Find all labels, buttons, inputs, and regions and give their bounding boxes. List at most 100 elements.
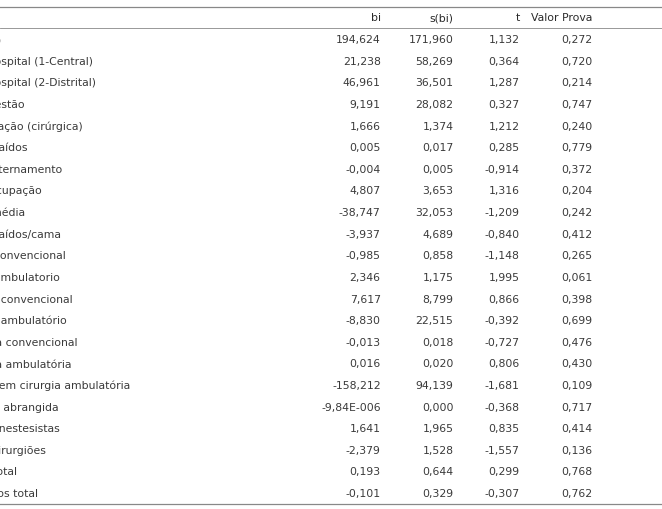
- Text: bi: bi: [371, 13, 381, 23]
- Text: 0,762: 0,762: [561, 488, 592, 498]
- Text: Consultas convencional: Consultas convencional: [0, 294, 72, 304]
- Text: 0,242: 0,242: [561, 208, 592, 218]
- Text: 194,624: 194,624: [336, 35, 381, 45]
- Text: Consultas ambulatório: Consultas ambulatório: [0, 316, 66, 325]
- Text: 1,287: 1,287: [489, 78, 520, 88]
- Text: 46,961: 46,961: [343, 78, 381, 88]
- Text: 1,316: 1,316: [489, 186, 520, 196]
- Text: -1,557: -1,557: [485, 445, 520, 455]
- Text: 4,807: 4,807: [350, 186, 381, 196]
- Text: 0,414: 0,414: [561, 423, 592, 433]
- Text: 0,020: 0,020: [422, 359, 453, 369]
- Text: 0,858: 0,858: [422, 251, 453, 261]
- Text: (Constant): (Constant): [0, 35, 1, 45]
- Text: -0,004: -0,004: [346, 164, 381, 175]
- Text: 0,835: 0,835: [489, 423, 520, 433]
- Text: 28,082: 28,082: [416, 100, 453, 110]
- Text: 1,212: 1,212: [489, 121, 520, 131]
- Text: 1,528: 1,528: [422, 445, 453, 455]
- Text: 22,515: 22,515: [416, 316, 453, 325]
- Text: 0,364: 0,364: [489, 56, 520, 67]
- Text: 36,501: 36,501: [416, 78, 453, 88]
- Text: 0,193: 0,193: [350, 467, 381, 476]
- Text: Médicos total: Médicos total: [0, 467, 17, 476]
- Text: 0,412: 0,412: [561, 229, 592, 239]
- Text: -158,212: -158,212: [332, 380, 381, 390]
- Text: 0,214: 0,214: [561, 78, 592, 88]
- Text: Ef. bloco ambulatorio: Ef. bloco ambulatorio: [0, 272, 60, 282]
- Text: -0,840: -0,840: [485, 229, 520, 239]
- Text: -2,379: -2,379: [346, 445, 381, 455]
- Text: Ef. bloco convencional: Ef. bloco convencional: [0, 251, 66, 261]
- Text: 1,132: 1,132: [489, 35, 520, 45]
- Text: -0,392: -0,392: [485, 316, 520, 325]
- Text: Tipo de gestão: Tipo de gestão: [0, 100, 24, 110]
- Text: 0,329: 0,329: [422, 488, 453, 498]
- Text: -0,101: -0,101: [346, 488, 381, 498]
- Text: s(bi): s(bi): [430, 13, 453, 23]
- Text: 171,960: 171,960: [408, 35, 453, 45]
- Text: 0,299: 0,299: [489, 467, 520, 476]
- Text: 0,720: 0,720: [561, 56, 592, 67]
- Text: -1,681: -1,681: [485, 380, 520, 390]
- Text: 0,768: 0,768: [561, 467, 592, 476]
- Text: Demora média: Demora média: [0, 208, 25, 218]
- Text: -0,307: -0,307: [485, 488, 520, 498]
- Text: Especialização (cirúrgica): Especialização (cirúrgica): [0, 121, 83, 131]
- Text: Percentagem cirurgia ambulatória: Percentagem cirurgia ambulatória: [0, 380, 130, 390]
- Text: 0,747: 0,747: [561, 100, 592, 110]
- Text: Nº cirurgia ambulatória: Nº cirurgia ambulatória: [0, 358, 71, 369]
- Text: Dias de internamento: Dias de internamento: [0, 164, 62, 175]
- Text: 3,653: 3,653: [422, 186, 453, 196]
- Text: Enfermeiros total: Enfermeiros total: [0, 488, 38, 498]
- Text: t: t: [516, 13, 520, 23]
- Text: -0,368: -0,368: [485, 402, 520, 412]
- Text: 0,017: 0,017: [422, 143, 453, 153]
- Text: 0,699: 0,699: [561, 316, 592, 325]
- Text: 0,717: 0,717: [561, 402, 592, 412]
- Text: 0,327: 0,327: [489, 100, 520, 110]
- Text: 0,061: 0,061: [561, 272, 592, 282]
- Text: 1,995: 1,995: [489, 272, 520, 282]
- Text: -0,985: -0,985: [346, 251, 381, 261]
- Text: 0,240: 0,240: [561, 121, 592, 131]
- Text: -3,937: -3,937: [346, 229, 381, 239]
- Text: 0,000: 0,000: [422, 402, 453, 412]
- Text: Taxa de ocupação: Taxa de ocupação: [0, 186, 42, 196]
- Text: 94,139: 94,139: [416, 380, 453, 390]
- Text: Valor Prova: Valor Prova: [531, 13, 592, 23]
- Text: Tipo de hospital (2-Distrital): Tipo de hospital (2-Distrital): [0, 78, 96, 88]
- Text: 4,689: 4,689: [422, 229, 453, 239]
- Text: 0,005: 0,005: [350, 143, 381, 153]
- Text: 0,018: 0,018: [422, 337, 453, 347]
- Text: 32,053: 32,053: [416, 208, 453, 218]
- Text: 0,272: 0,272: [561, 35, 592, 45]
- Text: 21,238: 21,238: [343, 56, 381, 67]
- Text: 0,204: 0,204: [561, 186, 592, 196]
- Text: -8,830: -8,830: [346, 316, 381, 325]
- Text: 1,666: 1,666: [350, 121, 381, 131]
- Text: 1,374: 1,374: [422, 121, 453, 131]
- Text: 0,398: 0,398: [561, 294, 592, 304]
- Text: 8,799: 8,799: [422, 294, 453, 304]
- Text: 0,016: 0,016: [350, 359, 381, 369]
- Text: Doentes saídos/cama: Doentes saídos/cama: [0, 229, 61, 239]
- Text: 0,806: 0,806: [489, 359, 520, 369]
- Text: 1,641: 1,641: [350, 423, 381, 433]
- Text: 0,136: 0,136: [561, 445, 592, 455]
- Text: -1,148: -1,148: [485, 251, 520, 261]
- Text: 1,965: 1,965: [422, 423, 453, 433]
- Text: Médicos anestesistas: Médicos anestesistas: [0, 423, 60, 433]
- Text: 0,779: 0,779: [561, 143, 592, 153]
- Text: Médicos cirurgiões: Médicos cirurgiões: [0, 445, 46, 455]
- Text: 7,617: 7,617: [350, 294, 381, 304]
- Text: -0,013: -0,013: [346, 337, 381, 347]
- Text: Nº cirurgia convencional: Nº cirurgia convencional: [0, 337, 77, 347]
- Text: -0,914: -0,914: [485, 164, 520, 175]
- Text: 2,346: 2,346: [350, 272, 381, 282]
- Text: -38,747: -38,747: [339, 208, 381, 218]
- Text: 0,265: 0,265: [561, 251, 592, 261]
- Text: 58,269: 58,269: [416, 56, 453, 67]
- Text: 0,285: 0,285: [489, 143, 520, 153]
- Text: Tipo de hospital (1-Central): Tipo de hospital (1-Central): [0, 56, 93, 67]
